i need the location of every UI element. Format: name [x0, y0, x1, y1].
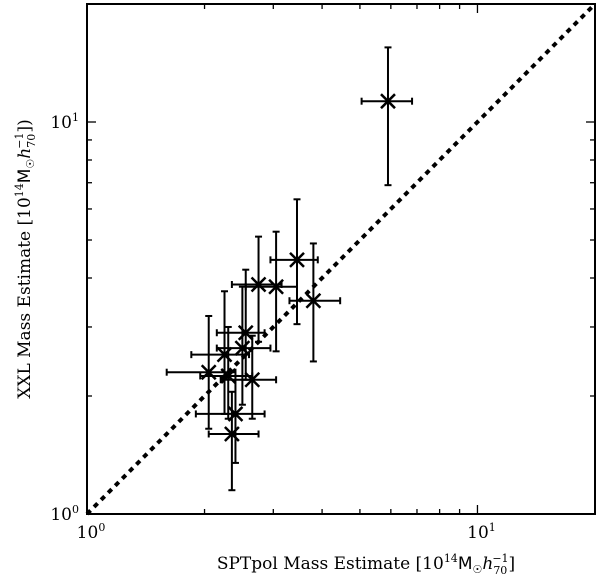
- data-point: [194, 374, 266, 464]
- data-point: [360, 46, 414, 187]
- x-marker: [234, 340, 251, 356]
- x-tick-label: 101: [467, 521, 496, 543]
- data-point: [207, 390, 260, 492]
- x-marker: [244, 371, 261, 388]
- plot-frame: [86, 3, 596, 515]
- x-marker: [289, 251, 305, 268]
- data-point: [219, 334, 278, 420]
- x-marker: [380, 93, 396, 110]
- ticks-layer: [86, 3, 596, 515]
- data-point: [190, 290, 251, 415]
- x-marker: [227, 406, 244, 422]
- x-axis-label: SPTpol Mass Estimate [1014M☉h70−1]: [217, 552, 515, 577]
- y-axis-label: XXL Mass Estimate [1014M☉h70−1]): [13, 119, 38, 399]
- data-point: [269, 198, 319, 326]
- data-point: [215, 285, 272, 406]
- tick-labels-layer: 100 101 100 101: [50, 111, 495, 543]
- x-marker: [224, 426, 240, 442]
- y-tick-label: 100: [50, 503, 79, 525]
- x-marker: [250, 276, 267, 293]
- data-point: [288, 242, 342, 363]
- data-points-layer: [165, 46, 414, 492]
- y-tick-label: 101: [50, 111, 79, 133]
- reference-line-layer: [85, 2, 596, 516]
- one-to-one-reference-line: [85, 2, 596, 516]
- x-marker: [305, 292, 322, 309]
- x-marker: [237, 324, 254, 341]
- x-tick-label: 100: [77, 521, 106, 543]
- x-marker: [268, 278, 284, 295]
